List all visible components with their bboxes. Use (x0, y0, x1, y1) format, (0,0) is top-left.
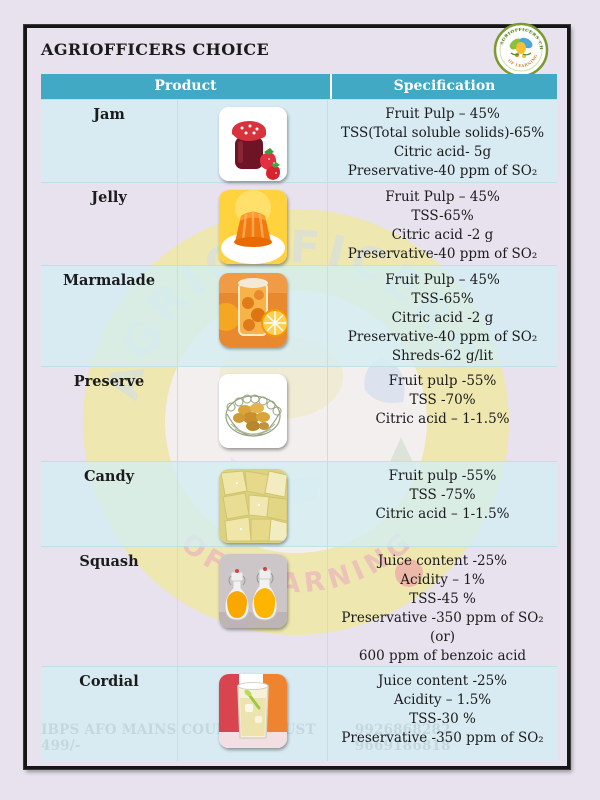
product-image-cell (178, 547, 328, 666)
product-name: Cordial (41, 667, 178, 761)
specification-line: Preservative -350 ppm of SO₂ (341, 730, 544, 746)
product-name: Jam (41, 100, 178, 182)
document-header: AGRIOFFICERS CHOICE AGRIOFFICERS CHOICE … (27, 22, 567, 78)
cordial-glass-image (218, 674, 287, 748)
specification-line: Preservative-40 ppm of SO₂ (347, 163, 538, 179)
specification-line: TSS(Total soluble solids)-65% (340, 125, 545, 141)
table-row: Jam Fruit Pulp – 45% TSS(Total soluble sol… (41, 99, 557, 182)
product-name: Jelly (41, 183, 178, 265)
product-name: Preserve (41, 367, 178, 461)
specification-line: Citric acid – 1-1.5% (375, 411, 510, 427)
specification-line: TSS-65% (411, 208, 474, 224)
specification-line: Preservative-40 ppm of SO₂ (347, 329, 538, 345)
specification-line: Fruit Pulp – 45% (385, 106, 500, 122)
document-frame: AGRIOFFICERS CHOICE AGRIOFFICERS CHOICE … (24, 22, 570, 769)
specification-line: Fruit pulp -55% (388, 373, 497, 389)
specification-line: Shreds-62 g/lit (391, 348, 494, 364)
product-specification: Juice content -25% Acidity – 1.5% TSS-30 %… (328, 667, 557, 761)
specification-line: Fruit Pulp – 45% (385, 189, 500, 205)
specification-line: TSS-65% (411, 291, 474, 307)
agriofficers-logo-icon: AGRIOFFICERS CHOICE OF LEARNING (493, 22, 549, 78)
specification-line: TSS -70% (409, 392, 476, 408)
product-image-cell (178, 462, 328, 546)
specification-line: TSS-30 % (409, 711, 476, 727)
specification-line: Citric acid- 5g (393, 144, 492, 160)
table-row: Preserve Fruit pulp -55% TSS -70% Citric ac… (41, 366, 557, 461)
specification-line: Acidity – 1.5% (393, 692, 492, 708)
marmalade-jar-with-oranges-image (218, 273, 287, 347)
specification-line: Preservative-40 ppm of SO₂ (347, 246, 538, 262)
table-row: Squash Juice content -25% Acidity – 1% TSS-… (41, 546, 557, 666)
product-specification: Juice content -25% Acidity – 1% TSS-45 % Pr… (328, 547, 557, 666)
table-row: Marmalade Fruit Pulp – 45% TSS-65% Citric a… (41, 265, 557, 366)
specification-line: Citric acid – 1-1.5% (375, 506, 510, 522)
product-specification-table: AGRIOFFICERS OF LEARNING Product Specifi… (41, 74, 557, 761)
column-header-specification: Specification (332, 74, 557, 99)
specification-line: TSS-45 % (409, 591, 476, 607)
orange-squash-bottles-image (218, 554, 287, 628)
product-image-cell (178, 100, 328, 182)
column-header-product: Product (41, 74, 330, 99)
specification-line: Fruit Pulp – 45% (385, 272, 500, 288)
specification-line: Juice content -25% (377, 553, 508, 569)
product-image-cell (178, 266, 328, 366)
product-specification: Fruit Pulp – 45% TSS(Total soluble solids… (328, 100, 557, 182)
product-specification: Fruit Pulp – 45% TSS-65% Citric acid -2 g P… (328, 183, 557, 265)
specification-line: Acidity – 1% (400, 572, 485, 588)
product-specification: Fruit pulp -55% TSS -75% Citric acid – 1-1… (328, 462, 557, 546)
candied-fruit-cubes-image (218, 469, 287, 543)
table-body: Jam Fruit Pulp – 45% TSS(Total soluble sol… (41, 99, 557, 761)
product-specification: Fruit Pulp – 45% TSS-65% Citric acid -2 g P… (328, 266, 557, 366)
product-name: Squash (41, 547, 178, 666)
specification-line: Fruit pulp -55% (388, 468, 497, 484)
product-image-cell (178, 667, 328, 761)
product-image-cell (178, 367, 328, 461)
jam-jar-with-strawberries-image (218, 107, 287, 181)
preserved-fruit-bowl-image (218, 374, 287, 448)
specification-line: Preservative -350 ppm of SO₂ (or) (341, 610, 544, 645)
specification-line: Citric acid -2 g (391, 310, 494, 326)
product-name: Marmalade (41, 266, 178, 366)
page-title: AGRIOFFICERS CHOICE (41, 40, 270, 59)
specification-line: Citric acid -2 g (391, 227, 494, 243)
specification-line: TSS -75% (409, 487, 476, 503)
table-row: Cordial Juice content -25% Acidity – 1.5% T… (41, 666, 557, 761)
table-row: Jelly Fruit Pulp – 45% TSS-65% Citric acid … (41, 182, 557, 265)
table-header-row: Product Specification (41, 74, 557, 99)
table-row: Candy Fruit pulp -55% TSS -75% Citric acid … (41, 461, 557, 546)
specification-line: 600 ppm of benzoic acid (358, 648, 527, 664)
product-image-cell (178, 183, 328, 265)
orange-jelly-image (218, 190, 287, 264)
specification-line: Juice content -25% (377, 673, 508, 689)
product-name: Candy (41, 462, 178, 546)
product-specification: Fruit pulp -55% TSS -70% Citric acid – 1-1… (328, 367, 557, 461)
